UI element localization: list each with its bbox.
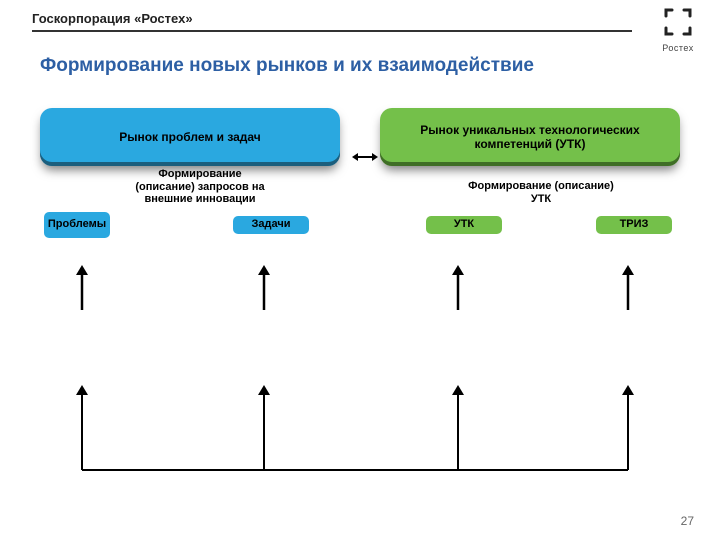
- market-box-right: Рынок уникальных технологических компете…: [380, 108, 680, 166]
- header-bar: Госкорпорация «Ростех»: [32, 10, 632, 32]
- org-name: Госкорпорация «Ростех»: [32, 11, 193, 26]
- logo: Ростех: [658, 6, 698, 53]
- small-box-utk: УТК: [426, 216, 502, 234]
- market-box-right-label: Рынок уникальных технологических компете…: [390, 123, 670, 152]
- small-box-tasks: Задачи: [233, 216, 309, 234]
- small-box-triz: ТРИЗ: [596, 216, 672, 234]
- bidirectional-arrow-icon: [352, 150, 378, 164]
- arrows-layer: [0, 0, 720, 540]
- small-box-problems: Проблемы: [44, 212, 110, 238]
- market-box-left-label: Рынок проблем и задач: [119, 130, 261, 144]
- sublabel-left: Формирование (описание) запросов на внеш…: [128, 168, 272, 206]
- sublabel-right: Формирование (описание) УТК: [466, 180, 616, 205]
- rostec-icon: [662, 6, 694, 38]
- page-number: 27: [681, 514, 694, 528]
- logo-text: Ростех: [658, 43, 698, 53]
- market-box-left: Рынок проблем и задач: [40, 108, 340, 166]
- page-title: Формирование новых рынков и их взаимодей…: [40, 55, 534, 77]
